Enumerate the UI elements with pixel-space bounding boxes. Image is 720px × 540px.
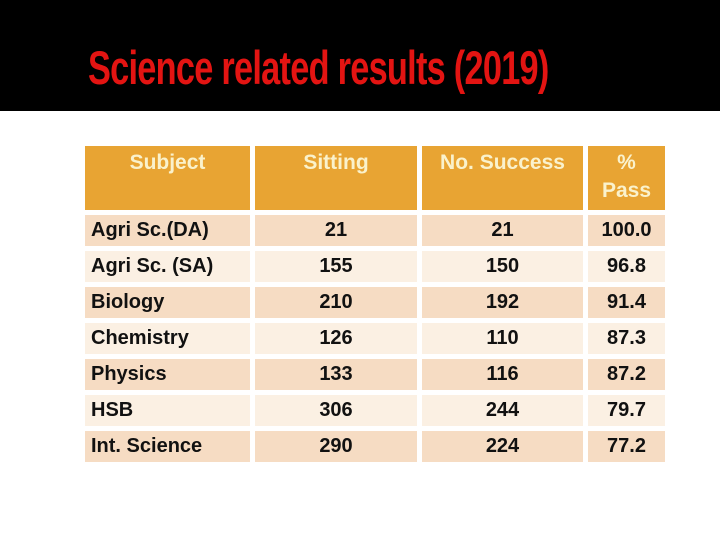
pass-cell: 96.8 [588, 251, 665, 282]
table-row: Agri Sc.(DA) 21 21 100.0 [85, 215, 665, 246]
results-table-body: Agri Sc.(DA) 21 21 100.0 Agri Sc. (SA) 1… [85, 215, 665, 462]
success-cell: 224 [422, 431, 583, 462]
sitting-cell: 210 [255, 287, 417, 318]
column-header-sitting-label: Sitting [303, 151, 369, 174]
sitting-cell: 290 [255, 431, 417, 462]
pass-cell: 79.7 [588, 395, 665, 426]
header-row: Subject Sitting No. Success % Pass [85, 146, 665, 210]
table-row: Int. Science 290 224 77.2 [85, 431, 665, 462]
pass-cell: 87.2 [588, 359, 665, 390]
title-banner: Science related results (2019) [0, 0, 720, 111]
column-header-pass-label: Pass [601, 179, 652, 203]
success-cell: 21 [422, 215, 583, 246]
table-row: Biology 210 192 91.4 [85, 287, 665, 318]
pass-cell: 100.0 [588, 215, 665, 246]
column-header-no-success: No. Success [422, 146, 583, 210]
sitting-cell: 306 [255, 395, 417, 426]
column-header-percent-pass: % Pass [588, 146, 665, 210]
table-row: Physics 133 116 87.2 [85, 359, 665, 390]
subject-cell: Int. Science [85, 431, 250, 462]
column-header-sitting: Sitting [255, 146, 417, 210]
pass-cell: 77.2 [588, 431, 665, 462]
column-header-subject-label: Subject [129, 151, 206, 174]
pass-cell: 87.3 [588, 323, 665, 354]
success-cell: 244 [422, 395, 583, 426]
results-table: Subject Sitting No. Success % Pass [80, 141, 670, 467]
success-cell: 150 [422, 251, 583, 282]
success-cell: 116 [422, 359, 583, 390]
success-cell: 192 [422, 287, 583, 318]
table-row: Chemistry 126 110 87.3 [85, 323, 665, 354]
results-table-header: Subject Sitting No. Success % Pass [85, 146, 665, 210]
pass-cell: 91.4 [588, 287, 665, 318]
results-table-container: Subject Sitting No. Success % Pass [80, 141, 670, 467]
success-cell: 110 [422, 323, 583, 354]
subject-cell: Biology [85, 287, 250, 318]
subject-cell: Physics [85, 359, 250, 390]
table-row: Agri Sc. (SA) 155 150 96.8 [85, 251, 665, 282]
column-header-percent-label: % [617, 151, 636, 174]
table-row: HSB 306 244 79.7 [85, 395, 665, 426]
subject-cell: Chemistry [85, 323, 250, 354]
column-header-no-success-label: No. Success [440, 151, 565, 174]
subject-cell: HSB [85, 395, 250, 426]
sitting-cell: 155 [255, 251, 417, 282]
sitting-cell: 126 [255, 323, 417, 354]
subject-cell: Agri Sc.(DA) [85, 215, 250, 246]
subject-cell: Agri Sc. (SA) [85, 251, 250, 282]
sitting-cell: 21 [255, 215, 417, 246]
slide-title: Science related results (2019) [88, 41, 549, 94]
sitting-cell: 133 [255, 359, 417, 390]
column-header-subject: Subject [85, 146, 250, 210]
